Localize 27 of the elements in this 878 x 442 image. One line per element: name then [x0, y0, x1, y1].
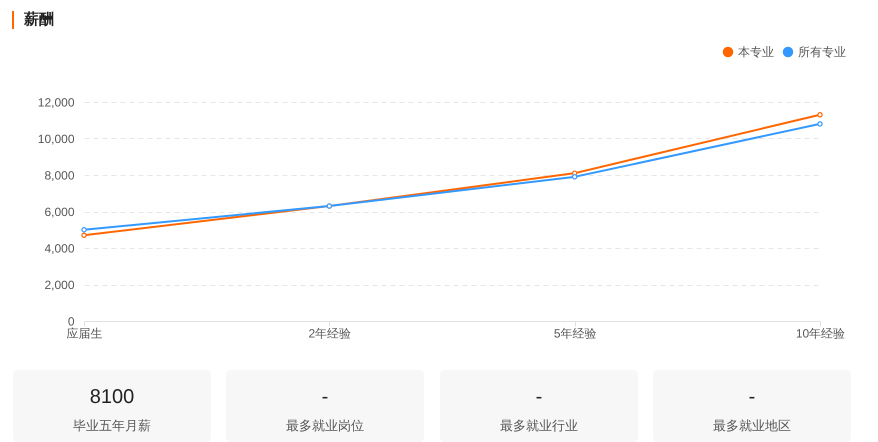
text: 毕业五年月薪: [72, 417, 152, 435]
y-tick-label: 0: [68, 314, 75, 328]
chart-title: 薪酬: [12, 11, 54, 29]
y-tick-label: 10,000: [38, 132, 75, 146]
y-tick-label: 8,000: [44, 168, 75, 182]
text: 最多就业行业: [499, 417, 579, 435]
text: 最多就业地区: [712, 417, 792, 435]
x-tick-label: 2年经验: [308, 326, 352, 340]
x-tick-label: 应届生: [66, 326, 102, 340]
point: [817, 112, 823, 118]
text: -: [534, 385, 544, 409]
point: [817, 121, 823, 127]
point: [81, 227, 87, 232]
text: -: [320, 385, 330, 409]
y-tick-label: 4,000: [44, 242, 75, 256]
y-tick-label: 12,000: [38, 96, 75, 110]
point: [81, 232, 87, 238]
y-tick-label: 2,000: [44, 278, 75, 292]
x-tick-label: 5年经验: [554, 326, 597, 340]
x-tick-label: 10年经验: [796, 326, 846, 340]
legend-label: 本专业: [738, 45, 774, 59]
y-tick-label: 6,000: [44, 205, 75, 219]
point: [572, 174, 578, 180]
text: 8100: [88, 385, 136, 409]
text: 最多就业岗位: [285, 417, 365, 435]
text: -: [748, 385, 756, 409]
legend-label: 所有专业: [798, 45, 846, 59]
